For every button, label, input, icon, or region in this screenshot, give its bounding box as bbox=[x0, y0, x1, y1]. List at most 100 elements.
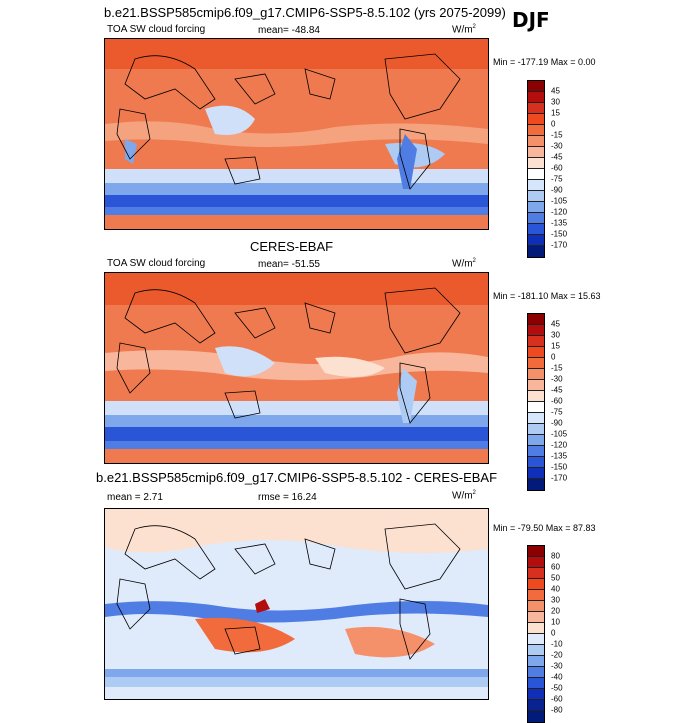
swatch bbox=[528, 180, 544, 191]
panel3-colorbar bbox=[527, 545, 545, 723]
panel2-minmax: Min = -181.10 Max = 15.63 bbox=[493, 291, 601, 301]
swatch bbox=[528, 424, 544, 435]
swatch bbox=[528, 358, 544, 369]
panel2-units: W/m2 bbox=[452, 258, 476, 270]
swatch bbox=[528, 678, 544, 689]
colorbar-tick-label: -170 bbox=[551, 240, 568, 250]
colorbar-tick-label: -105 bbox=[551, 196, 568, 206]
swatch bbox=[528, 158, 544, 169]
swatch bbox=[528, 590, 544, 601]
swatch bbox=[528, 81, 544, 92]
swatch bbox=[528, 246, 544, 257]
panel2-mean: mean= -51.55 bbox=[258, 259, 320, 270]
swatch bbox=[528, 213, 544, 224]
swatch bbox=[528, 457, 544, 468]
panel3-minmax: Min = -79.50 Max = 87.83 bbox=[493, 523, 596, 533]
colorbar-tick-label: 30 bbox=[551, 330, 560, 340]
colorbar-tick-label: -45 bbox=[551, 385, 563, 395]
swatch bbox=[528, 125, 544, 136]
swatch bbox=[528, 224, 544, 235]
colorbar-tick-label: -50 bbox=[551, 683, 563, 693]
swatch bbox=[528, 711, 544, 722]
colorbar-tick-label: -15 bbox=[551, 363, 563, 373]
swatch bbox=[528, 380, 544, 391]
swatch bbox=[528, 114, 544, 125]
swatch bbox=[528, 623, 544, 634]
colorbar-tick-label: -40 bbox=[551, 672, 563, 682]
colorbar-tick-label: -60 bbox=[551, 396, 563, 406]
colorbar-tick-label: 0 bbox=[551, 628, 556, 638]
panel1-colorbar bbox=[527, 80, 545, 258]
colorbar-tick-label: -80 bbox=[551, 705, 563, 715]
colorbar-tick-label: 80 bbox=[551, 551, 560, 561]
colorbar-tick-label: 0 bbox=[551, 119, 556, 129]
swatch bbox=[528, 314, 544, 325]
swatch bbox=[528, 667, 544, 678]
colorbar-tick-label: -150 bbox=[551, 229, 568, 239]
swatch bbox=[528, 336, 544, 347]
colorbar-tick-label: -30 bbox=[551, 374, 563, 384]
colorbar-tick-label: -45 bbox=[551, 152, 563, 162]
colorbar-tick-label: 10 bbox=[551, 617, 560, 627]
panel2-colorbar bbox=[527, 313, 545, 491]
colorbar-tick-label: -10 bbox=[551, 639, 563, 649]
swatch bbox=[528, 191, 544, 202]
panel1-units: W/m2 bbox=[452, 24, 476, 36]
colorbar-tick-label: 45 bbox=[551, 319, 560, 329]
swatch bbox=[528, 169, 544, 180]
panel1-variable: TOA SW cloud forcing bbox=[107, 24, 206, 35]
colorbar-tick-label: -170 bbox=[551, 473, 568, 483]
swatch bbox=[528, 347, 544, 358]
panel3-title: b.e21.BSSP585cmip6.f09_g17.CMIP6-SSP5-8.… bbox=[96, 470, 498, 485]
swatch bbox=[528, 601, 544, 612]
colorbar-tick-label: -30 bbox=[551, 661, 563, 671]
swatch bbox=[528, 147, 544, 158]
swatch bbox=[528, 202, 544, 213]
colorbar-tick-label: 20 bbox=[551, 606, 560, 616]
swatch bbox=[528, 656, 544, 667]
swatch bbox=[528, 446, 544, 457]
colorbar-tick-label: -30 bbox=[551, 141, 563, 151]
swatch bbox=[528, 557, 544, 568]
colorbar-tick-label: 30 bbox=[551, 595, 560, 605]
season-label: DJF bbox=[512, 8, 550, 32]
colorbar-tick-label: 30 bbox=[551, 97, 560, 107]
colorbar-tick-label: -20 bbox=[551, 650, 563, 660]
colorbar-tick-label: 50 bbox=[551, 573, 560, 583]
colorbar-tick-label: -60 bbox=[551, 163, 563, 173]
panel1-minmax: Min = -177.19 Max = 0.00 bbox=[493, 57, 596, 67]
swatch bbox=[528, 136, 544, 147]
colorbar-tick-label: -15 bbox=[551, 130, 563, 140]
colorbar-tick-label: -90 bbox=[551, 185, 563, 195]
panel2-map bbox=[104, 272, 489, 464]
swatch bbox=[528, 468, 544, 479]
panel3-mean: mean = 2.71 bbox=[107, 492, 163, 503]
colorbar-tick-label: 45 bbox=[551, 86, 560, 96]
swatch bbox=[528, 92, 544, 103]
colorbar-tick-label: -135 bbox=[551, 451, 568, 461]
colorbar-tick-label: 15 bbox=[551, 341, 560, 351]
swatch bbox=[528, 413, 544, 424]
swatch bbox=[528, 325, 544, 336]
swatch bbox=[528, 568, 544, 579]
swatch bbox=[528, 402, 544, 413]
colorbar-tick-label: -120 bbox=[551, 207, 568, 217]
swatch bbox=[528, 634, 544, 645]
panel3-units: W/m2 bbox=[452, 490, 476, 502]
swatch bbox=[528, 645, 544, 656]
panel2-title: CERES-EBAF bbox=[250, 239, 334, 254]
swatch bbox=[528, 391, 544, 402]
panel3-rmse: rmse = 16.24 bbox=[258, 492, 317, 503]
swatch bbox=[528, 103, 544, 114]
colorbar-tick-label: 0 bbox=[551, 352, 556, 362]
colorbar-tick-label: 60 bbox=[551, 562, 560, 572]
panel1-title: b.e21.BSSP585cmip6.f09_g17.CMIP6-SSP5-8.… bbox=[104, 5, 506, 20]
panel1-map bbox=[104, 38, 489, 230]
colorbar-tick-label: -75 bbox=[551, 174, 563, 184]
swatch bbox=[528, 579, 544, 590]
panel2-variable: TOA SW cloud forcing bbox=[107, 258, 206, 269]
colorbar-tick-label: -105 bbox=[551, 429, 568, 439]
panel1-mean: mean= -48.84 bbox=[258, 25, 320, 36]
colorbar-tick-label: -90 bbox=[551, 418, 563, 428]
panel3-map bbox=[104, 508, 489, 700]
